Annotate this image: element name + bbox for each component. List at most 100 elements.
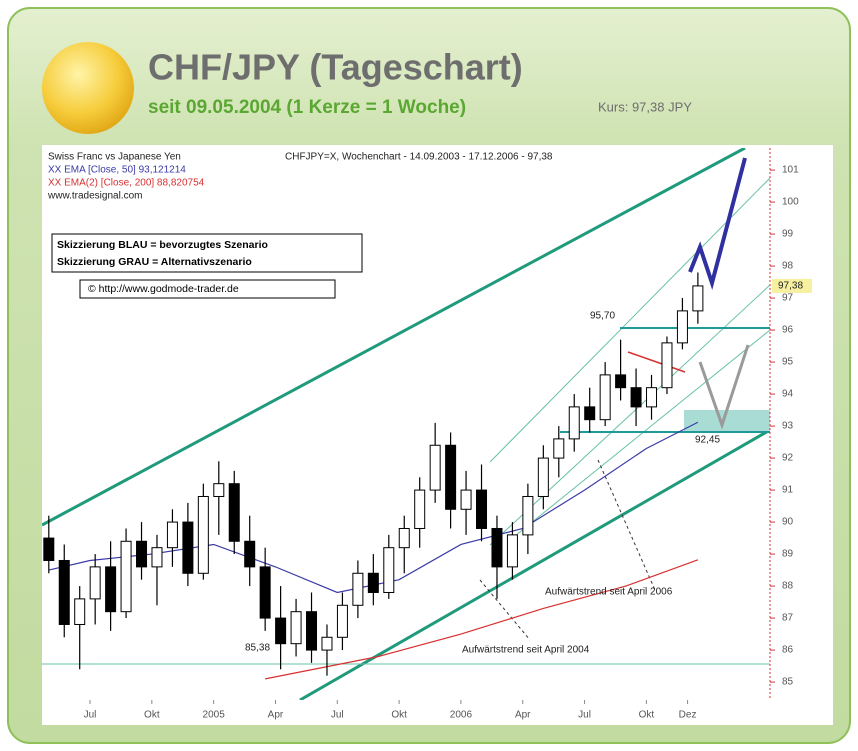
candle-body: [445, 444, 457, 510]
candle-body: [476, 489, 488, 529]
x-tick-label: Jul: [578, 710, 591, 721]
candle-body: [290, 611, 302, 645]
x-tick-label: Dez: [679, 710, 697, 721]
y-tick-label: 85: [782, 677, 794, 688]
y-tick-label: 91: [782, 485, 794, 496]
candle-body: [43, 537, 55, 561]
candle-body: [166, 521, 178, 549]
y-tick-label: 101: [782, 165, 799, 176]
price-label: 97,38: [778, 281, 803, 292]
channel-upper: [42, 148, 746, 527]
candle-body: [584, 406, 596, 421]
candle-body: [244, 540, 256, 568]
candle-body: [414, 489, 426, 529]
y-tick-label: 96: [782, 325, 794, 336]
note: Skizzierung BLAU = bevorzugtes Szenario: [57, 239, 268, 251]
note-box: [51, 233, 363, 273]
candle-body: [197, 495, 209, 574]
y-tick-label: 99: [782, 229, 794, 240]
arrow: [479, 579, 531, 641]
x-tick-label: Okt: [144, 710, 160, 721]
y-tick-label: 90: [782, 517, 794, 528]
x-tick-label: 2005: [203, 710, 226, 721]
candle-body: [136, 540, 148, 568]
copyright-box: [79, 279, 336, 299]
candle-body: [537, 457, 549, 497]
candle-body: [491, 527, 503, 568]
trend-thin: [489, 177, 770, 463]
legend-ema50: XX EMA [Close, 50] 93,121214: [48, 165, 186, 176]
y-tick-label: 97: [782, 293, 794, 304]
candle-body: [89, 566, 101, 600]
y-tick-label: 95: [782, 357, 794, 368]
candle-body: [398, 527, 410, 549]
y-tick-label: 86: [782, 645, 794, 656]
candle-body: [630, 387, 642, 408]
candle-body: [553, 438, 565, 459]
x-tick-label: Okt: [391, 710, 407, 721]
ema-line: [265, 559, 699, 680]
legend-source: Swiss Franc vs Japanese Yen: [48, 152, 181, 163]
plot: [42, 148, 770, 700]
annotation: Aufwärtstrend seit April 2004: [462, 645, 590, 656]
y-tick-label: 89: [782, 549, 794, 560]
chart-title: CHFJPY=X, Wochenchart - 14.09.2003 - 17.…: [285, 152, 553, 163]
y-tick-label: 88: [782, 581, 794, 592]
trend-thin: [509, 329, 770, 541]
candle-body: [105, 566, 117, 613]
x-tick-label: Jul: [84, 710, 97, 721]
scenario-gray: [698, 344, 750, 430]
legend-ema200: XX EMA(2) [Close, 200] 88,820754: [48, 178, 205, 189]
legend-url: www.tradesignal.com: [47, 191, 142, 202]
candle-body: [120, 540, 132, 613]
red-line: [627, 351, 686, 373]
candle-body: [429, 444, 441, 491]
annotation: 92,45: [695, 435, 720, 446]
subtitle: seit 09.05.2004 (1 Kerze = 1 Woche): [148, 97, 466, 118]
y-tick-label: 100: [782, 197, 799, 208]
y-tick-label: 92: [782, 453, 794, 464]
candle-body: [646, 387, 658, 408]
candle-body: [321, 636, 333, 651]
candle-body: [383, 547, 395, 593]
price-label-box: [772, 278, 812, 293]
candle-body: [306, 611, 318, 651]
y-tick-label: 87: [782, 613, 794, 624]
candle-body: [336, 604, 348, 638]
x-tick-label: Apr: [515, 710, 531, 721]
x-tick-label: Okt: [639, 710, 655, 721]
price: Kurs: 97,38 JPY: [598, 99, 692, 114]
candle-body: [676, 310, 688, 344]
candle-body: [213, 483, 225, 497]
candle-body: [151, 547, 163, 568]
candle-body: [367, 572, 379, 593]
candle-body: [460, 489, 472, 510]
candle-body: [259, 566, 271, 619]
scenario-blue: [688, 157, 747, 290]
y-tick-label: 93: [782, 421, 794, 432]
channel-lower: [299, 428, 770, 700]
candle-body: [182, 521, 194, 574]
copyright: © http://www.godmode-trader.de: [88, 283, 239, 295]
note: Skizzierung GRAU = Alternativszenario: [57, 256, 252, 268]
annotation: Aufwärtstrend seit April 2006: [545, 587, 673, 598]
y-tick-label: 94: [782, 389, 794, 400]
candle-body: [275, 617, 287, 645]
candle-body: [74, 598, 86, 625]
logo-circle: [42, 42, 134, 134]
y-tick-label: 98: [782, 261, 794, 272]
x-tick-label: Jul: [331, 710, 344, 721]
annotation: 95,70: [590, 311, 615, 322]
candle-body: [58, 559, 70, 625]
candle-body: [661, 342, 673, 389]
candle-body: [568, 406, 580, 440]
candle-body: [615, 374, 627, 389]
support-zone: [684, 410, 770, 432]
candle-body: [692, 285, 704, 312]
candle-body: [228, 483, 240, 542]
title: CHF/JPY (Tageschart): [148, 47, 523, 88]
candle-body: [352, 572, 364, 606]
x-tick-label: 2006: [450, 710, 473, 721]
candle-body: [522, 495, 534, 536]
